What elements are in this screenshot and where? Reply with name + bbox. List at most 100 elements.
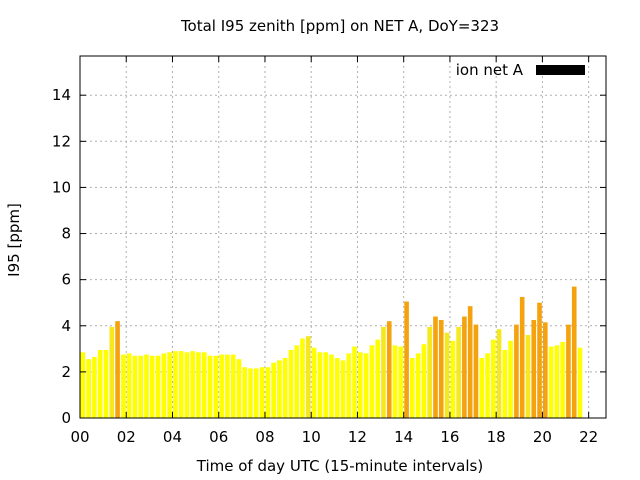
- bar: [184, 352, 190, 418]
- bar: [369, 345, 375, 418]
- legend: ion net A: [456, 61, 585, 79]
- bar: [167, 352, 172, 418]
- bar: [323, 352, 328, 418]
- bar: [317, 352, 323, 418]
- bar: [508, 340, 513, 418]
- bar: [421, 344, 427, 418]
- y-axis-label: I95 [ppm]: [5, 203, 23, 277]
- bar: [496, 329, 502, 418]
- bar: [265, 367, 271, 418]
- x-tick-label: 02: [117, 428, 136, 446]
- bar: [514, 324, 519, 418]
- bar: [236, 359, 242, 418]
- bar: [300, 338, 305, 418]
- bar: [80, 352, 86, 418]
- bar: [92, 356, 97, 418]
- bar: [103, 349, 109, 418]
- bar: [566, 324, 571, 418]
- bar: [381, 326, 386, 418]
- grid: [80, 56, 606, 418]
- bar: [415, 353, 421, 418]
- y-tick-label: 14: [52, 86, 71, 104]
- x-tick-label: 12: [348, 428, 367, 446]
- bar: [386, 321, 392, 418]
- bar: [288, 349, 294, 418]
- bar: [334, 358, 340, 418]
- bar: [219, 354, 224, 418]
- x-tick-label: 20: [533, 428, 552, 446]
- bar: [173, 351, 178, 418]
- bar: [97, 349, 103, 418]
- bar: [531, 320, 537, 418]
- x-tick-label: 22: [579, 428, 598, 446]
- bar: [306, 336, 311, 418]
- y-tick-label: 10: [52, 178, 71, 196]
- bar: [577, 347, 583, 418]
- bar: [479, 358, 485, 418]
- bar: [248, 368, 253, 418]
- y-tick-label: 12: [52, 132, 71, 150]
- x-tick-label: 14: [394, 428, 413, 446]
- bar: [126, 353, 132, 418]
- bar: [311, 347, 317, 418]
- bar: [282, 358, 288, 418]
- x-tick-label: 16: [440, 428, 459, 446]
- bar: [456, 326, 461, 418]
- bar: [490, 339, 496, 418]
- chart-title: Total I95 zenith [ppm] on NET A, DoY=323: [180, 17, 499, 35]
- bar: [190, 351, 196, 418]
- bar: [352, 346, 357, 418]
- bar: [144, 354, 149, 418]
- bar: [138, 355, 144, 418]
- bar: [462, 316, 467, 418]
- bar: [398, 346, 404, 418]
- bar: [259, 367, 265, 418]
- bar: [213, 355, 219, 418]
- bar: [196, 352, 201, 418]
- bar: [230, 354, 236, 418]
- bar: [121, 354, 126, 418]
- bar: [473, 324, 479, 418]
- y-tick-label: 2: [61, 363, 71, 381]
- x-tick-label: 08: [255, 428, 274, 446]
- bar: [450, 340, 456, 418]
- bar: [438, 320, 444, 418]
- y-tick-label: 6: [61, 271, 71, 289]
- bar: [149, 355, 155, 418]
- bar: [358, 352, 363, 418]
- bar: [537, 302, 542, 418]
- bar: [404, 301, 409, 418]
- bar: [427, 326, 433, 418]
- x-tick-label: 04: [163, 428, 182, 446]
- bar: [433, 316, 438, 418]
- x-axis-label: Time of day UTC (15-minute intervals): [196, 457, 483, 475]
- bar: [519, 296, 525, 418]
- bars: [80, 286, 583, 418]
- y-tick-label: 4: [61, 317, 71, 335]
- bar: [161, 353, 167, 418]
- bar: [201, 352, 207, 418]
- bar: [485, 353, 490, 418]
- bar: [375, 339, 380, 418]
- bar: [86, 359, 91, 418]
- bar: [115, 321, 120, 418]
- bar: [178, 351, 184, 418]
- bar: [109, 326, 115, 418]
- bar: [346, 353, 352, 418]
- bar: [363, 353, 369, 418]
- bar: [502, 349, 508, 418]
- bar: [294, 345, 300, 418]
- bar: [410, 358, 415, 418]
- bar: [548, 346, 554, 418]
- bar: [155, 355, 161, 418]
- bar: [554, 345, 560, 418]
- x-tick-label: 18: [487, 428, 506, 446]
- bar: [467, 306, 473, 418]
- legend-swatch: [536, 65, 585, 75]
- bar: [225, 354, 230, 418]
- bar: [571, 286, 577, 418]
- bar: [340, 360, 346, 418]
- bar: [444, 332, 450, 418]
